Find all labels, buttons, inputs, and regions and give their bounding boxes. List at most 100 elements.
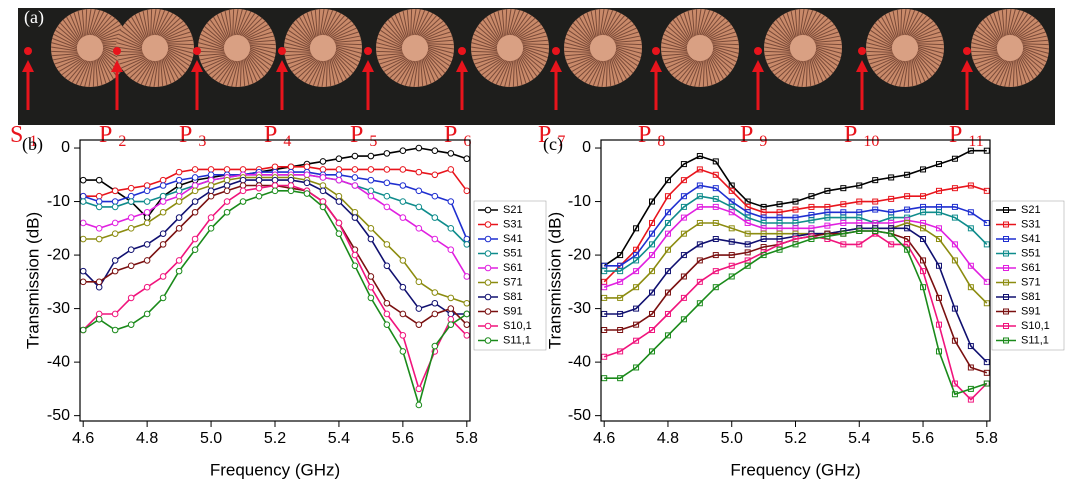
spiral-arm	[1020, 35, 1048, 42]
spiral-arm	[764, 53, 792, 57]
port-letter: P	[99, 122, 112, 148]
spiral-arm	[513, 15, 532, 37]
spiral-core	[590, 35, 616, 61]
spiral-arm	[166, 39, 194, 43]
data-point	[840, 241, 847, 248]
data-point	[271, 187, 279, 195]
spiral-resonator	[660, 8, 740, 88]
spiral-arm	[678, 59, 697, 81]
data-point	[319, 166, 327, 173]
spiral-arm	[813, 54, 831, 77]
spiral-arm	[302, 14, 315, 40]
spiral-arm	[1018, 27, 1044, 40]
spiral-arm	[160, 59, 164, 87]
spiral-arm	[335, 46, 362, 54]
legend-label: S11,1	[1021, 334, 1049, 346]
spiral-arm	[57, 26, 79, 45]
spiral-arm	[764, 50, 791, 53]
spiral-arm	[582, 14, 595, 40]
spiral-arm	[248, 51, 270, 70]
spiral-arm	[973, 33, 998, 47]
spiral-arm	[51, 50, 78, 53]
spiral-arm	[335, 49, 360, 63]
spiral-arm	[598, 9, 601, 36]
spiral-arm	[566, 33, 591, 47]
spiral-arm	[698, 9, 706, 36]
data-point	[80, 192, 87, 200]
spiral-resonator	[563, 8, 643, 88]
spiral-arm	[766, 33, 791, 47]
spiral-arm	[472, 54, 500, 61]
data-point	[951, 214, 958, 221]
spiral-arm	[64, 59, 85, 79]
spiral-arm	[520, 54, 538, 77]
data-point	[463, 241, 470, 248]
port-subscript: 2	[118, 133, 126, 150]
data-point	[383, 150, 391, 157]
spiral-arm	[288, 29, 311, 46]
data-point	[920, 257, 927, 264]
spiral-arm	[769, 56, 795, 69]
spiral-arm	[333, 35, 361, 42]
data-point	[696, 241, 703, 248]
spiral-core	[142, 35, 168, 61]
spiral-arm	[321, 9, 329, 36]
data-point	[664, 332, 671, 339]
spiral-arm	[474, 55, 500, 65]
spiral-arm	[486, 16, 501, 41]
spiral-arm	[331, 56, 344, 82]
spiral-arm	[167, 50, 190, 67]
spiral-arm	[679, 14, 692, 40]
data-point	[367, 273, 375, 280]
spiral-arm	[290, 26, 312, 45]
data-point	[744, 249, 751, 256]
spiral-resonator	[470, 8, 550, 88]
data-point	[175, 214, 183, 221]
port-dot	[754, 47, 762, 55]
port-letter: P	[844, 122, 857, 148]
data-point	[207, 187, 215, 195]
spiral-arm	[400, 60, 414, 85]
data-point	[904, 246, 911, 253]
spiral-arm	[427, 46, 454, 54]
data-point	[649, 241, 656, 248]
data-point	[696, 193, 703, 200]
legend-label: S31	[503, 218, 523, 230]
spiral-arm	[695, 9, 698, 36]
data-point	[649, 289, 656, 296]
data-point	[967, 343, 974, 350]
data-point	[95, 176, 103, 184]
spiral-arm	[907, 13, 924, 36]
spiral-arm	[584, 60, 601, 83]
data-point	[319, 203, 327, 211]
spiral-arm	[242, 17, 263, 37]
spiral-arm	[165, 54, 183, 77]
spiral-arm	[384, 22, 404, 43]
spiral-arm	[394, 14, 407, 40]
data-point	[175, 187, 183, 195]
data-point	[649, 310, 656, 317]
spiral-resonator	[865, 8, 945, 88]
data-point	[80, 326, 87, 334]
data-point	[484, 235, 492, 243]
data-point	[191, 198, 199, 205]
legend-label: S81	[1021, 291, 1041, 303]
data-point	[744, 262, 751, 269]
port-dot	[364, 47, 372, 55]
x-tick-label: 5.0	[200, 430, 222, 447]
spiral-arm	[1021, 51, 1043, 70]
data-point	[383, 321, 391, 328]
data-point	[191, 246, 199, 254]
data-point	[1003, 236, 1009, 242]
spiral-arm	[245, 27, 271, 40]
data-point	[904, 206, 911, 213]
data-point	[191, 182, 199, 189]
data-point	[95, 283, 103, 291]
data-point	[143, 214, 151, 221]
port-subscript: 6	[463, 133, 471, 150]
spiral-core	[402, 35, 428, 61]
spiral-arm	[910, 59, 914, 87]
